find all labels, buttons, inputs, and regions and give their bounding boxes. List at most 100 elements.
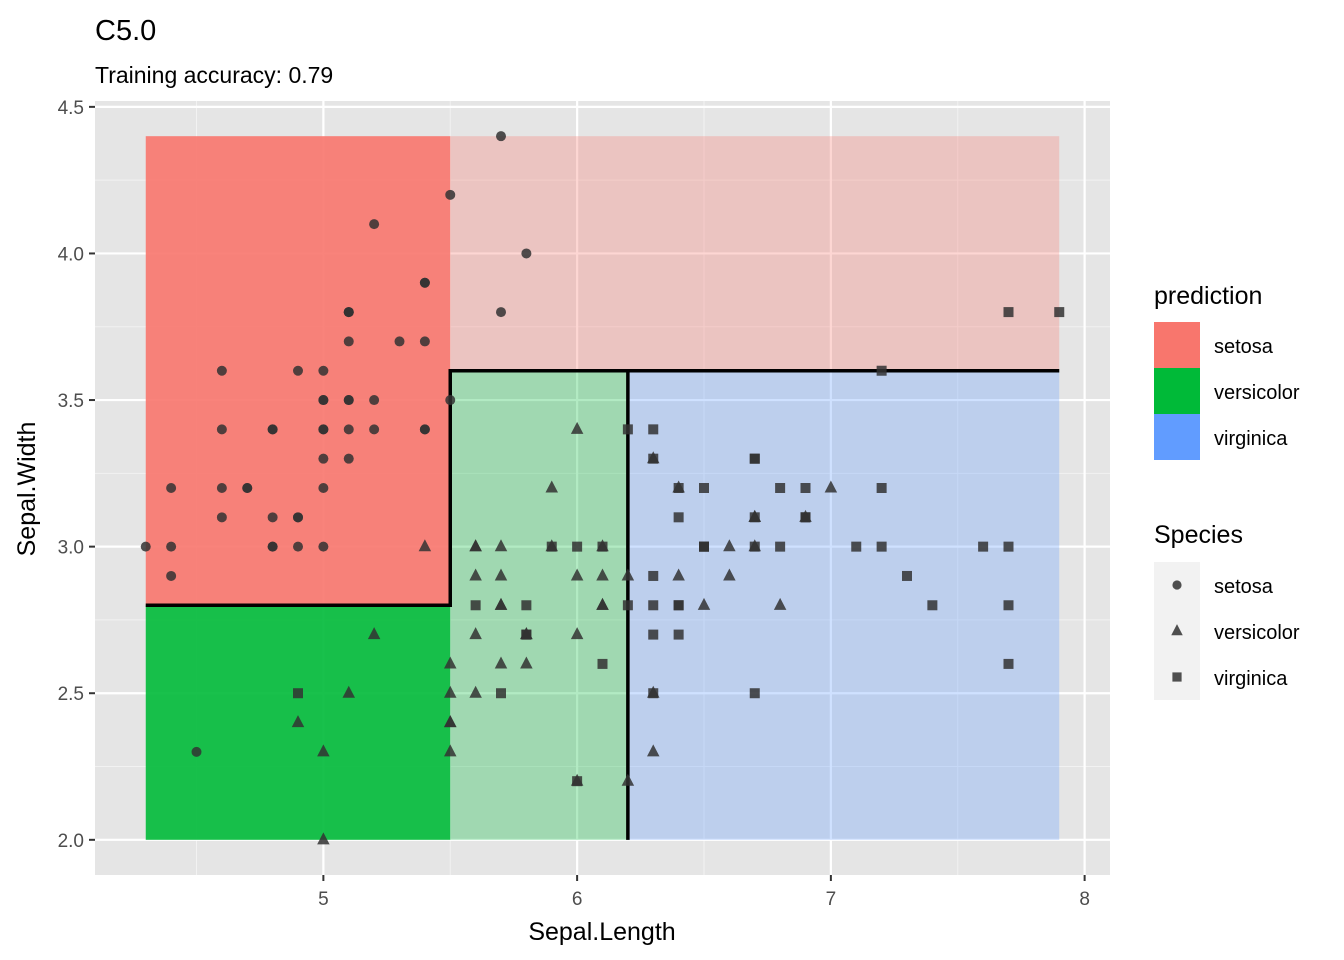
point-versicolor xyxy=(570,627,584,640)
point-setosa xyxy=(445,395,456,406)
x-axis-title: Sepal.Length xyxy=(528,918,675,946)
point-setosa xyxy=(140,541,151,552)
point-setosa xyxy=(318,541,329,552)
legend-label-prediction-virginica: virginica xyxy=(1214,428,1288,450)
point-versicolor xyxy=(494,539,508,552)
point-virginica xyxy=(622,600,633,611)
point-versicolor xyxy=(824,480,838,493)
point-versicolor xyxy=(773,597,787,610)
point-virginica xyxy=(800,483,811,493)
point-setosa xyxy=(419,424,430,435)
point-setosa xyxy=(216,483,227,493)
point-setosa xyxy=(419,277,430,288)
point-versicolor xyxy=(621,568,635,581)
legend-label-species-setosa: setosa xyxy=(1214,576,1274,598)
point-virginica xyxy=(673,512,684,523)
legend-shape-versicolor xyxy=(1171,624,1183,636)
y-tick-label: 2.0 xyxy=(58,831,84,852)
point-setosa xyxy=(267,424,278,435)
point-setosa xyxy=(343,424,354,435)
point-virginica xyxy=(1003,307,1014,318)
point-setosa xyxy=(267,541,278,552)
x-tick-label: 6 xyxy=(572,889,583,910)
y-tick-label: 4.5 xyxy=(58,98,84,119)
x-tick-label: 7 xyxy=(826,889,837,910)
point-versicolor xyxy=(697,597,711,610)
point-setosa xyxy=(369,395,380,406)
y-tick-label: 4.0 xyxy=(58,244,84,265)
point-versicolor xyxy=(469,627,482,640)
point-virginica xyxy=(673,629,684,640)
legend-title-prediction: prediction xyxy=(1154,282,1262,310)
point-virginica xyxy=(699,483,709,493)
point-setosa xyxy=(369,219,380,230)
point-versicolor xyxy=(672,568,685,581)
point-virginica xyxy=(622,424,633,435)
point-versicolor xyxy=(570,568,584,581)
point-virginica xyxy=(1003,600,1014,611)
point-virginica xyxy=(902,570,912,581)
legend-label-prediction-versicolor: versicolor xyxy=(1214,382,1300,404)
x-tick-label: 5 xyxy=(318,889,329,910)
legend-shape-setosa xyxy=(1172,580,1182,590)
point-versicolor xyxy=(723,568,736,581)
point-virginica xyxy=(648,688,659,699)
point-setosa xyxy=(343,453,354,464)
point-versicolor xyxy=(520,656,533,669)
legend-label-prediction-setosa: setosa xyxy=(1214,336,1274,358)
point-virginica xyxy=(597,541,608,552)
point-virginica xyxy=(521,629,532,640)
point-setosa xyxy=(216,424,227,435)
point-virginica xyxy=(876,365,887,376)
point-setosa xyxy=(293,365,303,376)
point-virginica xyxy=(800,512,811,523)
point-virginica xyxy=(749,512,760,523)
point-setosa xyxy=(318,483,329,493)
point-virginica xyxy=(699,541,709,552)
legend-swatch-setosa xyxy=(1154,322,1200,368)
point-virginica xyxy=(470,600,481,611)
y-tick-label: 3.0 xyxy=(58,538,84,559)
point-virginica xyxy=(648,600,659,611)
legend-swatch-virginica xyxy=(1154,414,1200,460)
point-setosa xyxy=(394,336,405,347)
point-versicolor xyxy=(596,568,609,581)
point-versicolor xyxy=(444,656,457,669)
legend: prediction Species setosa versicolor virgi… xyxy=(1154,282,1300,700)
point-virginica xyxy=(572,776,583,787)
x-tick-label: 8 xyxy=(1079,889,1090,910)
y-tick-label: 3.5 xyxy=(58,391,84,412)
point-setosa xyxy=(419,336,430,347)
chart-subtitle: Training accuracy: 0.79 xyxy=(95,62,333,88)
point-setosa xyxy=(293,541,303,552)
point-setosa xyxy=(521,248,532,259)
point-versicolor xyxy=(291,715,305,728)
point-setosa xyxy=(216,365,227,376)
point-setosa xyxy=(318,453,329,464)
point-versicolor xyxy=(444,715,457,728)
point-versicolor xyxy=(444,685,457,698)
legend-label-species-versicolor: versicolor xyxy=(1214,622,1300,644)
point-setosa xyxy=(242,483,253,493)
point-setosa xyxy=(318,365,329,376)
point-versicolor xyxy=(317,744,330,757)
point-setosa xyxy=(293,512,303,523)
y-tick-label: 2.5 xyxy=(58,684,84,705)
decision-boundary-1 xyxy=(145,368,1060,608)
point-virginica xyxy=(1054,307,1065,318)
legend-shape-virginica xyxy=(1172,672,1182,682)
legend-label-species-virginica: virginica xyxy=(1214,668,1288,690)
point-virginica xyxy=(775,541,786,552)
point-setosa xyxy=(343,307,354,318)
point-virginica xyxy=(648,424,659,435)
point-versicolor xyxy=(596,597,609,610)
point-setosa xyxy=(496,307,506,318)
point-versicolor xyxy=(494,568,508,581)
point-setosa xyxy=(191,746,202,757)
point-virginica xyxy=(851,541,862,552)
point-setosa xyxy=(267,512,278,523)
point-virginica xyxy=(749,541,760,552)
point-virginica xyxy=(521,600,532,611)
point-virginica xyxy=(572,541,583,552)
region-virginica-light xyxy=(627,370,1060,840)
